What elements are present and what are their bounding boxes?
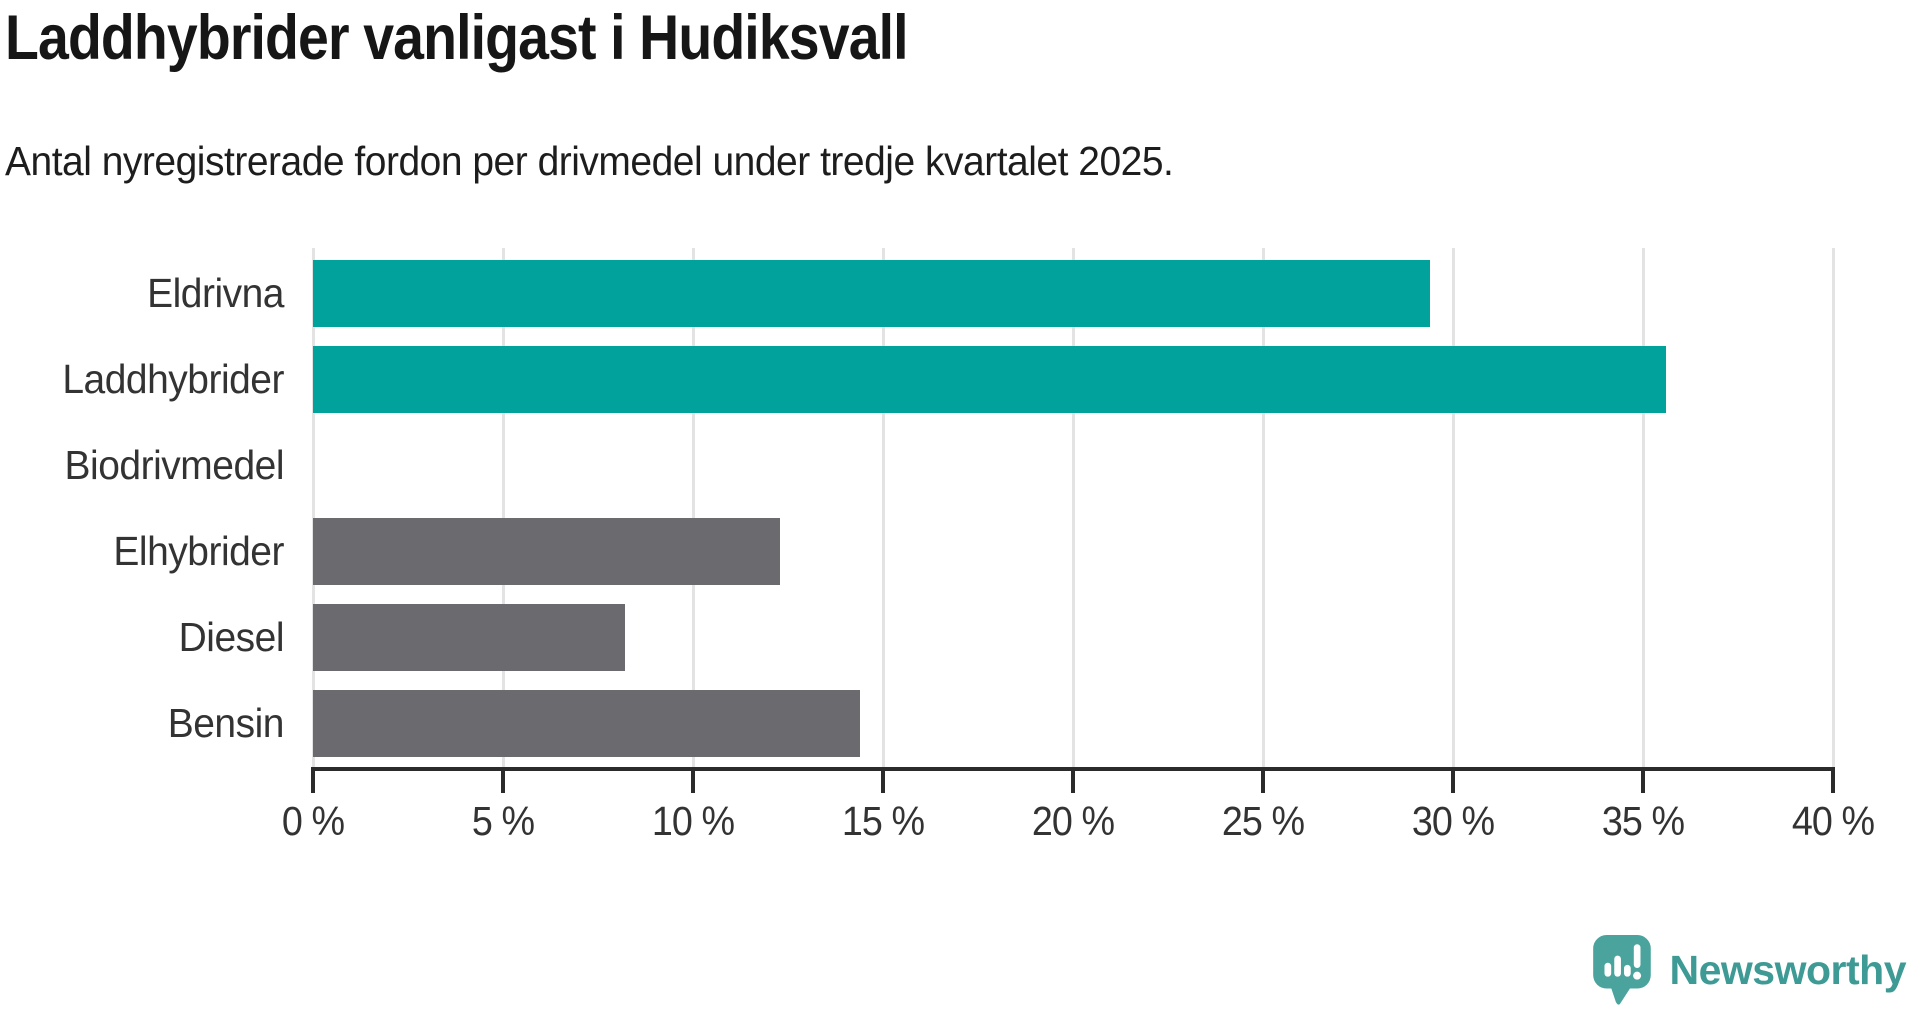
- bar: [313, 690, 861, 757]
- x-axis-tick-label: 5 %: [471, 798, 535, 844]
- x-axis-tick: [1641, 767, 1645, 793]
- x-axis-tick-label: 20 %: [1031, 798, 1115, 844]
- gridline: [1451, 248, 1455, 767]
- gridline: [691, 248, 695, 767]
- chart-subtitle: Antal nyregistrerade fordon per drivmede…: [5, 138, 1174, 184]
- bar: [313, 518, 781, 585]
- x-axis-tick-label: 15 %: [841, 798, 925, 844]
- newsworthy-logo: Newsworthy: [1592, 934, 1907, 1006]
- gridline: [1641, 248, 1645, 767]
- gridline: [881, 248, 885, 767]
- category-label: Diesel: [178, 614, 285, 660]
- newsworthy-logo-icon: [1592, 935, 1651, 1005]
- x-axis-tick-label: 25 %: [1221, 798, 1305, 844]
- bar: [313, 346, 1666, 413]
- newsworthy-brand-text: Newsworthy: [1669, 946, 1907, 993]
- x-axis-tick: [1831, 767, 1835, 793]
- x-axis-tick: [1261, 767, 1265, 793]
- gridline: [1261, 248, 1265, 767]
- gridline: [501, 248, 505, 767]
- x-axis-tick: [311, 767, 315, 793]
- category-label: Bensin: [167, 700, 285, 746]
- bar: [313, 260, 1431, 327]
- x-axis-tick-label: 40 %: [1791, 798, 1875, 844]
- x-axis-tick-label: 10 %: [651, 798, 735, 844]
- chart-title: Laddhybrider vanligast i Hudiksvall: [5, 3, 909, 73]
- category-label: Eldrivna: [147, 270, 284, 316]
- x-axis-tick: [1071, 767, 1075, 793]
- x-axis-tick: [691, 767, 695, 793]
- gridline: [1071, 248, 1075, 767]
- x-axis-tick-label: 30 %: [1411, 798, 1495, 844]
- category-label: Laddhybrider: [62, 356, 284, 402]
- x-axis-tick: [881, 767, 885, 793]
- gridline: [1831, 248, 1835, 767]
- bar: [313, 604, 625, 671]
- gridline: [311, 248, 315, 767]
- x-axis-tick-label: 35 %: [1601, 798, 1685, 844]
- category-label: Elhybrider: [113, 528, 284, 574]
- x-axis-tick: [501, 767, 505, 793]
- category-label: Biodrivmedel: [64, 442, 285, 488]
- x-axis-tick-label: 0 %: [281, 798, 345, 844]
- x-axis-tick: [1451, 767, 1455, 793]
